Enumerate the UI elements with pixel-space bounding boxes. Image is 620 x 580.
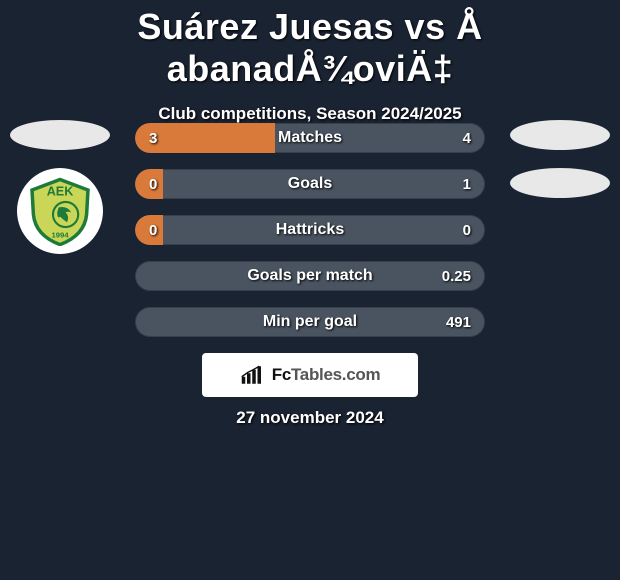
- aek-shield-icon: AEK 1994: [25, 176, 95, 246]
- right-player-column: [505, 120, 615, 216]
- stat-row-goals: 0 Goals 1: [135, 169, 485, 199]
- stat-label: Hattricks: [135, 215, 485, 245]
- stat-label: Min per goal: [135, 307, 485, 337]
- svg-text:1994: 1994: [51, 231, 69, 240]
- brand-fc: Fc: [272, 365, 291, 384]
- stat-row-goals-per-match: Goals per match 0.25: [135, 261, 485, 291]
- brand-text: FcTables.com: [272, 365, 381, 385]
- stat-label: Goals: [135, 169, 485, 199]
- player2-placeholder-oval-1: [510, 120, 610, 150]
- date-label: 27 november 2024: [0, 408, 620, 428]
- page-title: Suárez Juesas vs Å abanadÅ¾oviÄ‡: [0, 0, 620, 90]
- stat-row-min-per-goal: Min per goal 491: [135, 307, 485, 337]
- stat-right-value: 1: [463, 169, 471, 199]
- stat-right-value: 491: [446, 307, 471, 337]
- stat-label: Goals per match: [135, 261, 485, 291]
- svg-text:AEK: AEK: [47, 185, 74, 199]
- brand-rest: Tables.com: [291, 365, 380, 384]
- player2-placeholder-oval-2: [510, 168, 610, 198]
- stat-right-value: 0: [463, 215, 471, 245]
- player1-club-badge: AEK 1994: [17, 168, 103, 254]
- stats-panel: 3 Matches 4 0 Goals 1 0 Hattricks 0 Goal…: [135, 123, 485, 353]
- stat-label: Matches: [135, 123, 485, 153]
- bar-chart-icon: [240, 364, 268, 386]
- player1-placeholder-oval: [10, 120, 110, 150]
- stat-right-value: 4: [463, 123, 471, 153]
- brand-box[interactable]: FcTables.com: [202, 353, 418, 397]
- left-player-column: AEK 1994: [5, 120, 115, 254]
- stat-row-matches: 3 Matches 4: [135, 123, 485, 153]
- stat-row-hattricks: 0 Hattricks 0: [135, 215, 485, 245]
- stat-right-value: 0.25: [442, 261, 471, 291]
